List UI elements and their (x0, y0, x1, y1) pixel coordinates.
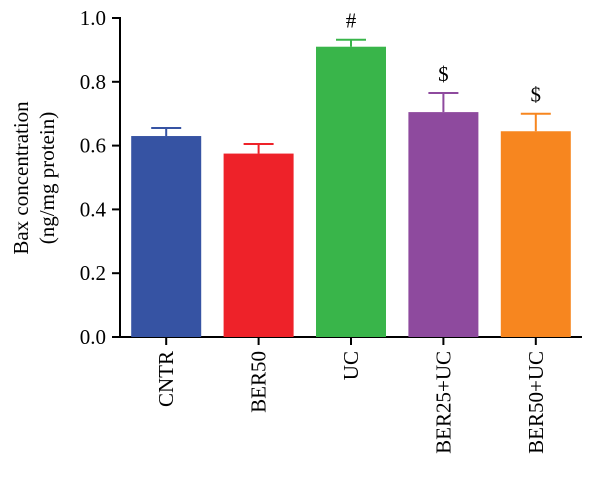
y-tick-label: 0.2 (80, 261, 106, 285)
y-axis-label-line-1: Bax concentration (9, 101, 33, 255)
significance-marker: $ (438, 62, 449, 86)
y-tick-label: 0.8 (80, 70, 106, 94)
bars (131, 46, 571, 338)
error-bars (151, 38, 551, 154)
significance-marker: # (346, 9, 357, 33)
significance-marker: $ (531, 83, 542, 107)
category-labels: CNTR BER50 UC BER25+UC BER50+UC (154, 351, 548, 454)
bar-ber50 (223, 153, 294, 337)
bar-ber25-uc (408, 112, 479, 337)
y-axis: 0.0 0.2 0.4 0.6 0.8 1.0 (80, 6, 121, 349)
x-axis (120, 336, 582, 345)
x-category-label: UC (339, 351, 363, 380)
y-axis-label: Bax concentration (ng/mg protein) (9, 101, 59, 255)
y-axis-label-line-2: (ng/mg protein) (35, 112, 59, 244)
x-category-label: BER50 (247, 351, 271, 413)
annotations: # $ $ (346, 9, 541, 107)
y-tick-label: 0.6 (80, 134, 106, 158)
y-tick-label: 0.0 (80, 325, 106, 349)
y-tick-label: 0.4 (80, 197, 107, 221)
x-category-label: CNTR (154, 351, 178, 407)
y-tick-label: 1.0 (80, 6, 106, 30)
bar-uc (316, 46, 386, 338)
bar-cntr (131, 136, 202, 337)
bar-ber50-uc (500, 131, 571, 337)
x-category-label: BER25+UC (431, 351, 455, 454)
x-category-label: BER50+UC (524, 351, 548, 454)
